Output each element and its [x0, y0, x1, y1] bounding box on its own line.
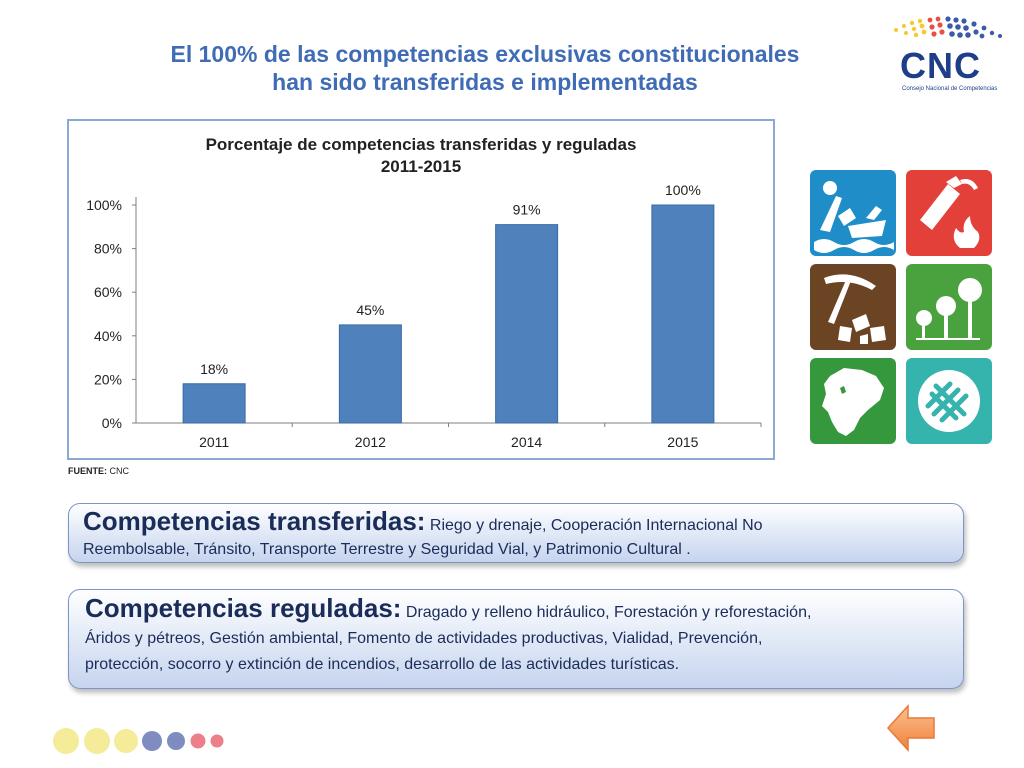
- decorative-dot: [114, 729, 138, 753]
- regulated-text-3: protección, socorro y extinción de incen…: [85, 656, 680, 673]
- competency-icons: [810, 170, 992, 444]
- previous-slide-arrow-icon[interactable]: [884, 700, 940, 756]
- x-tick-label: 2014: [511, 434, 542, 450]
- regulated-competencies-box: Competencias reguladas: Dragado y rellen…: [68, 589, 964, 689]
- chart-title-line1: Porcentaje de competencias transferidas …: [205, 135, 637, 154]
- transferred-text-2: Reembolsable, Tránsito, Transporte Terre…: [83, 541, 691, 558]
- y-tick-label: 100%: [86, 197, 122, 213]
- bar-chart: 0% 20% 40% 60% 80% 100% 18% 2011 45% 2012 91% 2014 1…: [86, 182, 762, 450]
- regulated-heading: Competencias reguladas:: [85, 593, 402, 623]
- source-value: CNC: [109, 466, 130, 476]
- ecuador-map-icon: [810, 358, 896, 444]
- transferred-competencies-box: Competencias transferidas: Riego y drena…: [68, 503, 964, 563]
- decorative-dot: [142, 731, 162, 751]
- bar-value-label: 91%: [513, 202, 541, 218]
- cnc-logo: CNC Consejo Nacional de Competencias: [886, 14, 1012, 92]
- decorative-dots: [53, 728, 224, 754]
- forest-icon: [906, 264, 992, 350]
- decorative-dot: [167, 732, 185, 750]
- source-label: FUENTE:: [68, 466, 107, 476]
- y-tick-label: 0%: [102, 415, 122, 431]
- x-tick-label: 2011: [199, 434, 229, 450]
- decorative-dot: [84, 728, 110, 754]
- source-note: FUENTE: CNC: [68, 466, 129, 476]
- bar-value-label: 100%: [665, 182, 701, 198]
- slide-title: El 100% de las competencias exclusivas c…: [120, 40, 850, 96]
- slide-title-line1: El 100% de las competencias exclusivas c…: [170, 41, 800, 67]
- dredging-icon: [810, 170, 896, 256]
- mining-icon: [810, 264, 896, 350]
- regulated-line1: Competencias reguladas: Dragado y rellen…: [85, 595, 949, 626]
- logo-text: CNC: [900, 45, 981, 86]
- decorative-dot: [210, 734, 224, 748]
- y-tick-label: 40%: [94, 328, 122, 344]
- slide-title-line2: han sido transferidas e implementadas: [272, 69, 698, 95]
- transferred-text-1: Riego y drenaje, Cooperación Internacion…: [425, 517, 763, 534]
- cooperation-icon: [906, 358, 992, 444]
- logo-subtitle: Consejo Nacional de Competencias: [902, 86, 998, 92]
- y-tick-label: 80%: [94, 241, 122, 257]
- decorative-dot: [190, 733, 206, 749]
- chart-title-line2: 2011-2015: [380, 157, 462, 176]
- regulated-text-2: Áridos y pétreos, Gestión ambiental, Fom…: [85, 630, 763, 647]
- transferred-heading: Competencias transferidas:: [83, 506, 426, 536]
- logo-dots-icon: [894, 16, 1002, 39]
- bar-value-label: 18%: [200, 361, 228, 377]
- bar-2015: [651, 204, 715, 424]
- x-tick-label: 2012: [355, 434, 386, 450]
- regulated-text-1: Dragado y relleno hidráulico, Forestació…: [401, 604, 812, 621]
- y-tick-label: 20%: [94, 371, 122, 387]
- bar-2014: [495, 224, 559, 424]
- y-tick-label: 60%: [94, 284, 122, 300]
- chart-title: Porcentaje de competencias transferidas …: [69, 134, 773, 178]
- x-tick-label: 2015: [667, 434, 698, 450]
- bar-value-label: 45%: [356, 302, 384, 318]
- bar-2011: [182, 383, 246, 424]
- decorative-dot: [53, 728, 79, 754]
- fire-extinguisher-icon: [906, 170, 992, 256]
- transferred-line1: Competencias transferidas: Riego y drena…: [83, 506, 949, 538]
- chart-panel: Porcentaje de competencias transferidas …: [67, 119, 775, 460]
- bar-2012: [338, 324, 402, 424]
